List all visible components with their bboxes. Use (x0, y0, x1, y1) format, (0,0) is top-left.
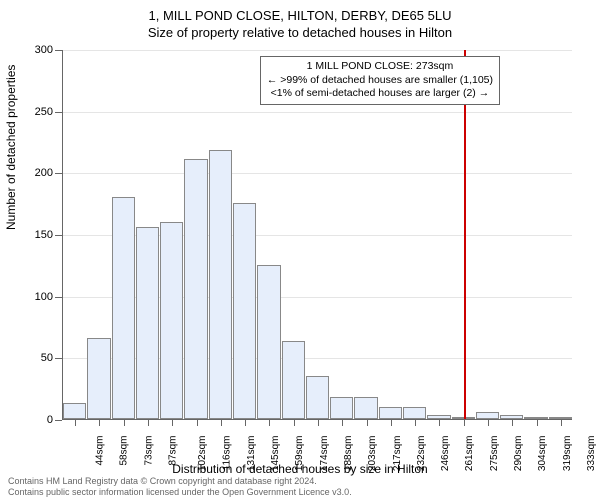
x-tick (488, 420, 489, 426)
y-tick-label: 150 (23, 229, 53, 241)
y-tick (55, 358, 62, 359)
histogram-bar (403, 407, 426, 419)
histogram-bar (87, 338, 110, 419)
histogram-bar (500, 415, 523, 419)
x-tick (342, 420, 343, 426)
histogram-bar (282, 341, 305, 419)
x-tick (367, 420, 368, 426)
y-tick (55, 112, 62, 113)
chart-subtitle: Size of property relative to detached ho… (0, 25, 600, 40)
annotation-line3: <1% of semi-detached houses are larger (… (267, 87, 493, 101)
histogram-bar (379, 407, 402, 419)
histogram-bar (257, 265, 280, 419)
x-tick (561, 420, 562, 426)
x-tick (415, 420, 416, 426)
property-marker-line (464, 50, 466, 419)
property-annotation: 1 MILL POND CLOSE: 273sqm ← >99% of deta… (260, 56, 500, 105)
histogram-bar (136, 227, 159, 419)
footer-attribution: Contains HM Land Registry data © Crown c… (8, 476, 352, 498)
x-tick (245, 420, 246, 426)
histogram-bar (209, 150, 232, 419)
histogram-bar (549, 417, 572, 419)
histogram-bar (184, 159, 207, 419)
histogram-bar (354, 397, 377, 419)
x-tick (124, 420, 125, 426)
y-tick (55, 235, 62, 236)
x-tick (391, 420, 392, 426)
x-tick (221, 420, 222, 426)
x-axis-label: Distribution of detached houses by size … (0, 462, 600, 476)
histogram-bar (427, 415, 450, 419)
x-tick (537, 420, 538, 426)
y-tick (55, 50, 62, 51)
x-tick (99, 420, 100, 426)
y-tick-label: 50 (23, 352, 53, 364)
y-tick-label: 250 (23, 106, 53, 118)
x-tick-label: 87sqm (168, 436, 179, 466)
x-tick (512, 420, 513, 426)
x-tick (294, 420, 295, 426)
annotation-line2: ← >99% of detached houses are smaller (1… (267, 74, 493, 88)
histogram-plot: 05010015020025030044sqm58sqm73sqm87sqm10… (62, 50, 572, 420)
x-tick (197, 420, 198, 426)
chart-title: 1, MILL POND CLOSE, HILTON, DERBY, DE65 … (0, 8, 600, 23)
histogram-bar (63, 403, 86, 419)
gridline (63, 112, 572, 113)
y-axis-label: Number of detached properties (4, 65, 18, 230)
histogram-bar (160, 222, 183, 419)
gridline (63, 50, 572, 51)
histogram-bar (233, 203, 256, 419)
x-tick (439, 420, 440, 426)
y-tick (55, 420, 62, 421)
x-tick (172, 420, 173, 426)
x-tick (464, 420, 465, 426)
annotation-line1: 1 MILL POND CLOSE: 273sqm (267, 60, 493, 74)
y-tick (55, 173, 62, 174)
gridline (63, 173, 572, 174)
x-tick (269, 420, 270, 426)
footer-line1: Contains HM Land Registry data © Crown c… (8, 476, 352, 487)
x-tick-label: 58sqm (119, 436, 130, 466)
histogram-bar (476, 412, 499, 419)
histogram-bar (306, 376, 329, 419)
x-tick-label: 44sqm (95, 436, 106, 466)
footer-line2: Contains public sector information licen… (8, 487, 352, 498)
x-tick (148, 420, 149, 426)
histogram-bar (524, 417, 547, 419)
x-tick (75, 420, 76, 426)
histogram-bar (112, 197, 135, 419)
x-tick (318, 420, 319, 426)
histogram-bar (330, 397, 353, 419)
x-tick-label: 73sqm (143, 436, 154, 466)
y-tick-label: 100 (23, 291, 53, 303)
y-tick-label: 300 (23, 44, 53, 56)
y-tick (55, 297, 62, 298)
y-tick-label: 0 (23, 414, 53, 426)
y-tick-label: 200 (23, 167, 53, 179)
